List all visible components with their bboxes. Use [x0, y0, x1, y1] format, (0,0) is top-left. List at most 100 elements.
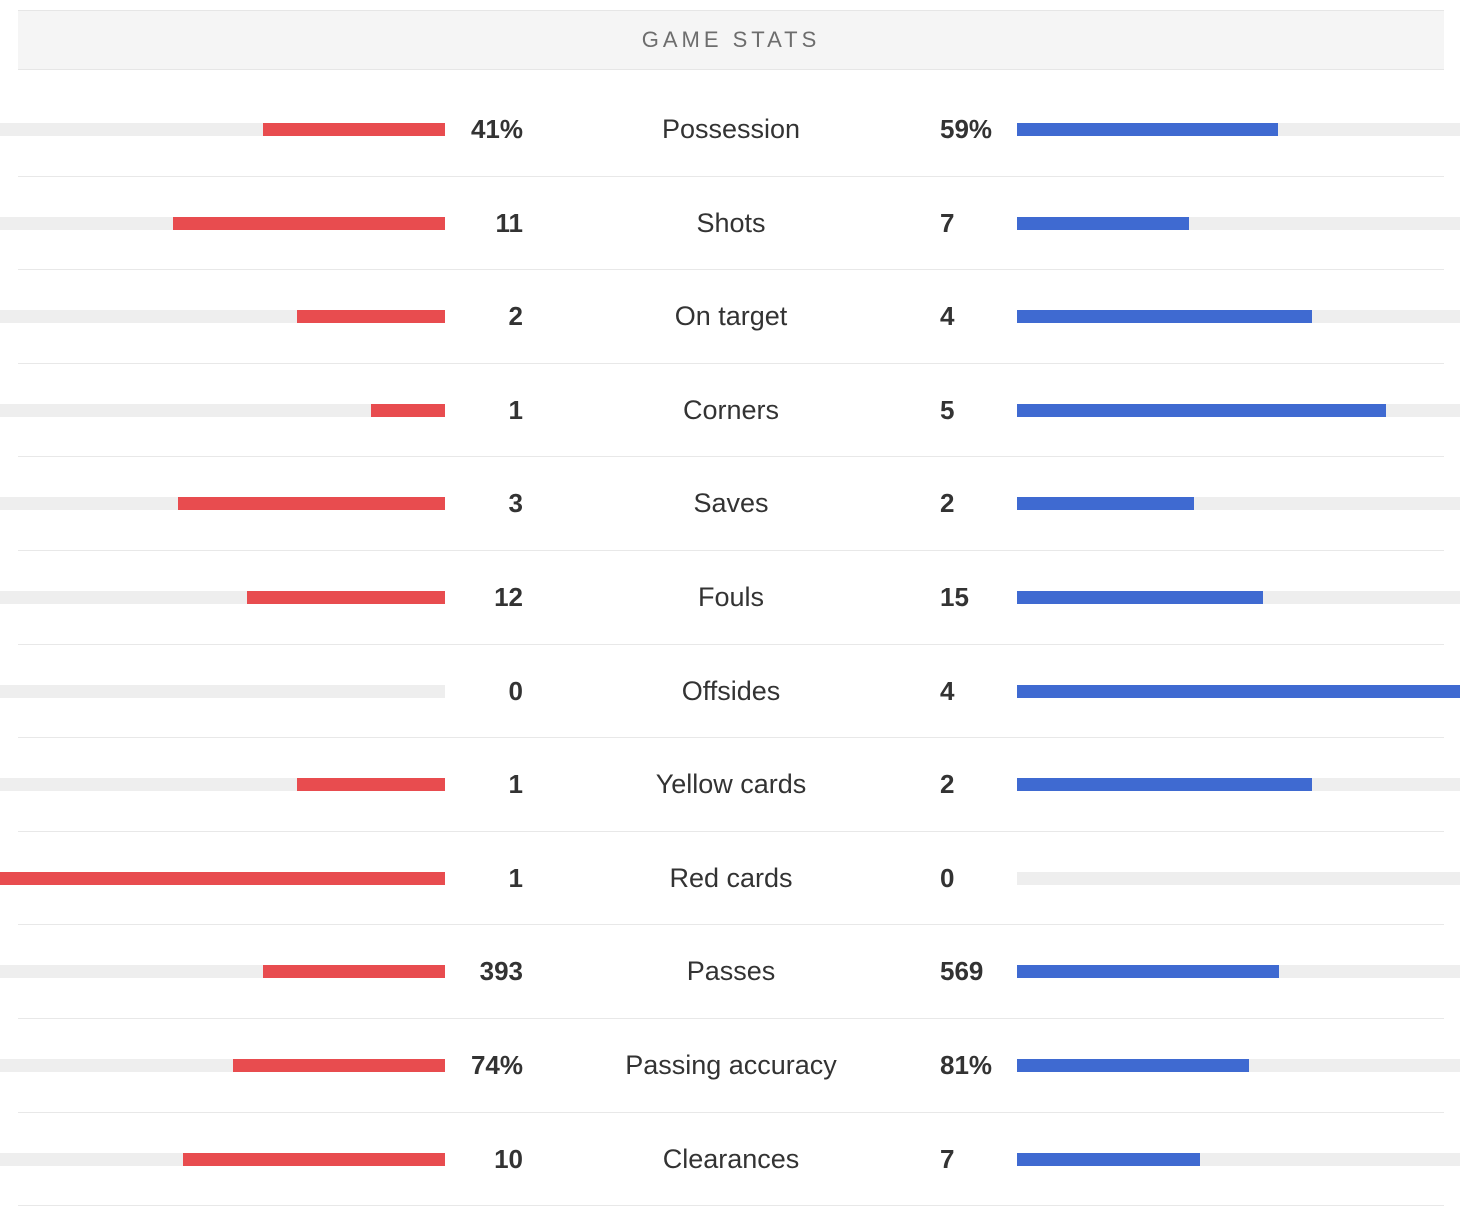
away-bar-fill [1017, 590, 1263, 604]
away-bar-track [1017, 403, 1460, 417]
home-bar-track [0, 497, 445, 511]
stat-row: 41% Possession 59% [0, 83, 1460, 177]
home-bar-fill [233, 1058, 445, 1072]
home-value: 10 [494, 1143, 523, 1174]
stat-row: 0 Offsides 4 [0, 645, 1460, 739]
away-bar-fill [1017, 403, 1386, 417]
home-bar-fill [178, 497, 445, 511]
row-divider [18, 175, 1444, 177]
home-bar-fill [297, 778, 445, 792]
stat-row: 2 On target 4 [0, 270, 1460, 364]
away-value: 7 [940, 207, 955, 238]
stat-label: Passing accuracy [625, 1049, 837, 1080]
away-bar-fill [1017, 1152, 1200, 1166]
home-value: 74% [470, 1049, 523, 1080]
home-bar-fill [371, 403, 445, 417]
stat-row: 393 Passes 569 [0, 925, 1460, 1019]
home-bar-fill [263, 965, 445, 979]
away-value: 7 [940, 1143, 955, 1174]
stat-label: Clearances [662, 1143, 800, 1174]
away-bar-fill [1017, 778, 1312, 792]
away-bar-track [1017, 871, 1460, 885]
away-value: 15 [940, 581, 969, 612]
row-divider [18, 456, 1444, 458]
away-bar-track [1017, 965, 1460, 979]
away-value: 5 [940, 394, 955, 425]
home-value: 1 [508, 862, 523, 893]
stat-label: Saves [693, 488, 769, 519]
away-bar-fill [1017, 1058, 1249, 1072]
stat-row: 3 Saves 2 [0, 457, 1460, 551]
home-bar-track [0, 590, 445, 604]
away-bar-fill [1017, 310, 1312, 324]
stat-label: Passes [686, 956, 776, 987]
home-bar-fill [297, 310, 445, 324]
home-bar-fill [0, 871, 445, 885]
home-value: 393 [479, 956, 523, 987]
away-bar-fill [1017, 216, 1189, 230]
away-value: 569 [940, 956, 984, 987]
home-bar-track [0, 403, 445, 417]
away-value: 2 [940, 488, 955, 519]
home-bar-fill [173, 216, 445, 230]
home-value: 0 [508, 675, 523, 706]
home-bar-track [0, 871, 445, 885]
away-value: 4 [940, 301, 955, 332]
home-value: 41% [470, 114, 523, 144]
home-bar-track [0, 1152, 445, 1166]
away-bar-track [1017, 684, 1460, 698]
away-bar-track [1017, 123, 1460, 136]
home-bar-track [0, 1058, 445, 1072]
stat-row: 10 Clearances 7 [0, 1113, 1460, 1207]
away-value: 81% [940, 1049, 993, 1080]
away-bar-fill [1017, 497, 1194, 511]
away-value: 2 [940, 769, 955, 800]
row-divider [18, 362, 1444, 364]
row-divider [18, 830, 1444, 832]
home-bar-track [0, 684, 445, 698]
home-bar-track [0, 216, 445, 230]
header-title: GAME STATS [641, 27, 821, 52]
row-divider [18, 1111, 1444, 1113]
home-bar-fill [183, 1152, 445, 1166]
home-bar-track [0, 778, 445, 792]
home-bar-track [0, 123, 445, 136]
away-bar-track [1017, 216, 1460, 230]
stat-label: Fouls [697, 581, 765, 612]
home-bar-fill [247, 590, 445, 604]
row-divider [18, 924, 1444, 926]
away-bar-track [1017, 310, 1460, 324]
stat-row: 1 Yellow cards 2 [0, 738, 1460, 832]
stats-list: 41% Possession 59% 11 Shots 7 2 On target 4 1 Corn… [0, 83, 1460, 1207]
row-divider [18, 737, 1444, 739]
away-value: 4 [940, 675, 955, 706]
home-value: 1 [508, 394, 523, 425]
row-divider [18, 643, 1444, 645]
stat-row: 1 Red cards 0 [0, 832, 1460, 926]
home-bar-track [0, 965, 445, 979]
stat-row: 74% Passing accuracy 81% [0, 1019, 1460, 1113]
away-bar-track [1017, 1058, 1460, 1072]
away-bar-fill [1017, 123, 1278, 136]
stat-label: Offsides [681, 675, 781, 706]
home-value: 2 [508, 301, 523, 332]
stat-label: Corners [682, 394, 780, 425]
away-value: 0 [940, 862, 955, 893]
away-bar-fill [1017, 965, 1279, 979]
away-bar-track [1017, 497, 1460, 511]
home-bar-fill [263, 123, 445, 136]
away-value: 59% [940, 114, 993, 144]
away-bar-fill [1017, 684, 1460, 698]
stat-row: 12 Fouls 15 [0, 551, 1460, 645]
home-value: 1 [508, 769, 523, 800]
away-bar-track [1017, 590, 1460, 604]
stat-label: Yellow cards [655, 769, 807, 800]
stat-label: Red cards [669, 862, 793, 893]
stat-label: Shots [696, 207, 766, 238]
row-divider [18, 549, 1444, 551]
home-value: 11 [495, 207, 524, 238]
home-bar-track [0, 310, 445, 324]
row-divider [18, 1017, 1444, 1019]
stat-row: 11 Shots 7 [0, 177, 1460, 271]
row-divider [18, 1205, 1444, 1207]
